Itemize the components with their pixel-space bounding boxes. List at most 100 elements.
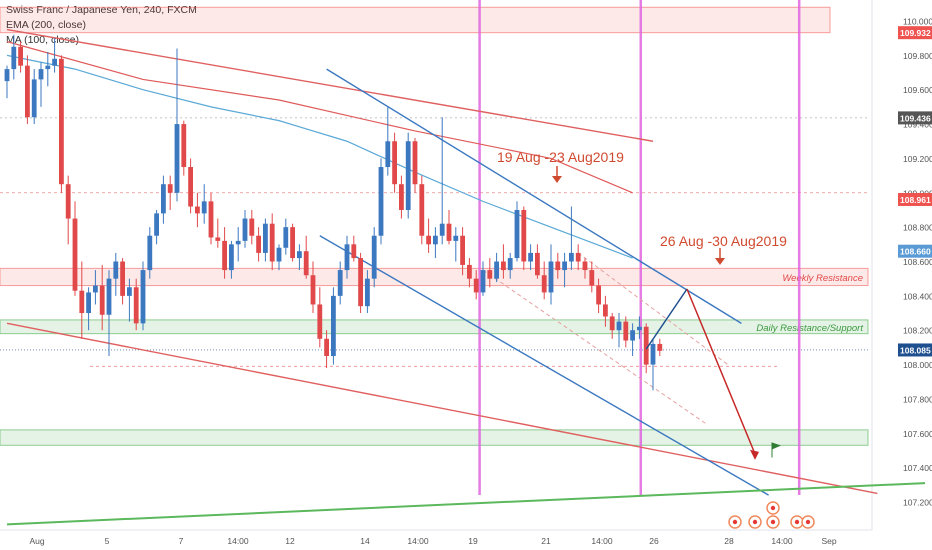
candle [86, 287, 91, 331]
candle [582, 258, 588, 279]
candle-body [426, 235, 431, 245]
legend-ema: EMA (200, close) [6, 18, 197, 33]
candle-body [575, 252, 581, 262]
candle [18, 41, 23, 73]
candle-body [460, 235, 465, 265]
candle [297, 244, 302, 271]
candle-body [79, 290, 85, 314]
candle-body [507, 258, 513, 271]
candle-body [290, 227, 295, 259]
candle-body [222, 240, 227, 271]
candle [222, 227, 227, 279]
candle [11, 34, 17, 80]
candle [181, 120, 187, 176]
candle-body [283, 227, 289, 248]
candle [528, 244, 533, 271]
candle-body [569, 252, 574, 262]
candle-body [256, 235, 261, 253]
candle [548, 244, 554, 305]
candle [4, 65, 10, 99]
candle [365, 270, 370, 314]
candle [161, 175, 166, 224]
candle-body [11, 46, 17, 70]
candle-body [208, 201, 214, 238]
candle-body [473, 278, 479, 293]
candle-body [4, 69, 10, 82]
candle [25, 55, 30, 125]
candle-body [555, 261, 561, 271]
candle-body [446, 223, 452, 241]
candle [657, 338, 663, 356]
blue-channel-bottom-line [319, 235, 769, 496]
candle-body [541, 275, 547, 293]
price-tag-label: 108.660 [900, 247, 931, 257]
candle [133, 278, 139, 331]
blue-channel-top-line [326, 68, 742, 324]
candle-body [303, 251, 309, 276]
candle-body [65, 184, 71, 219]
candle [562, 252, 567, 288]
candle-body [25, 65, 30, 118]
candle-body [324, 338, 329, 356]
candle-body [188, 167, 193, 207]
candle [331, 287, 336, 365]
candle-body [467, 264, 472, 279]
candle [276, 244, 282, 271]
candle [541, 261, 547, 300]
candle [371, 227, 377, 288]
candle [120, 258, 125, 305]
candle [99, 264, 105, 331]
x-tick-label: 5 [105, 536, 110, 546]
candle-body [650, 343, 656, 365]
candle [93, 270, 98, 305]
candle [637, 316, 642, 339]
candle-body [412, 141, 418, 185]
down-arrow-icon [715, 258, 725, 265]
candle [501, 244, 506, 279]
candle-body [93, 285, 98, 293]
candle-body [140, 270, 146, 324]
candle [113, 252, 119, 296]
candle [256, 227, 261, 262]
ema-200-line [6, 41, 633, 194]
candle [494, 252, 499, 283]
candle [140, 261, 146, 331]
y-tick-label: 109.200 [903, 154, 932, 164]
candle-body [72, 218, 78, 291]
candle [269, 213, 275, 271]
zone-weekly-resistance [0, 267, 869, 287]
candle [65, 175, 71, 245]
down-arrow-icon [552, 176, 562, 183]
y-tick-label: 108.200 [903, 326, 932, 336]
candle [480, 261, 486, 296]
week-annotation: 26 Aug -30 Aug2019 [660, 233, 787, 249]
event-icon [770, 519, 776, 525]
candle-body [249, 218, 255, 236]
x-tick-label: 14:00 [227, 536, 249, 546]
candle-body [439, 223, 445, 236]
candle-body [127, 287, 132, 296]
candle [433, 227, 438, 259]
candle-body [521, 209, 527, 262]
x-tick-label: 28 [724, 536, 734, 546]
candle-body [317, 304, 323, 339]
candle [249, 209, 255, 245]
candle [79, 261, 85, 339]
candle [460, 227, 465, 276]
candle [385, 106, 391, 176]
candle-body [31, 79, 37, 118]
event-icon [752, 519, 758, 525]
candle [229, 240, 234, 279]
candle-body [201, 201, 207, 214]
zone-top-resistance [0, 6, 831, 34]
candle [399, 175, 404, 219]
candle [535, 244, 540, 279]
event-icon [805, 519, 811, 525]
candle-body [609, 316, 615, 331]
price-tag-label: 108.961 [900, 195, 931, 205]
zone-lower-support [0, 429, 869, 446]
candle [195, 192, 200, 228]
x-tick-label: 14 [360, 536, 370, 546]
candle [650, 338, 656, 391]
